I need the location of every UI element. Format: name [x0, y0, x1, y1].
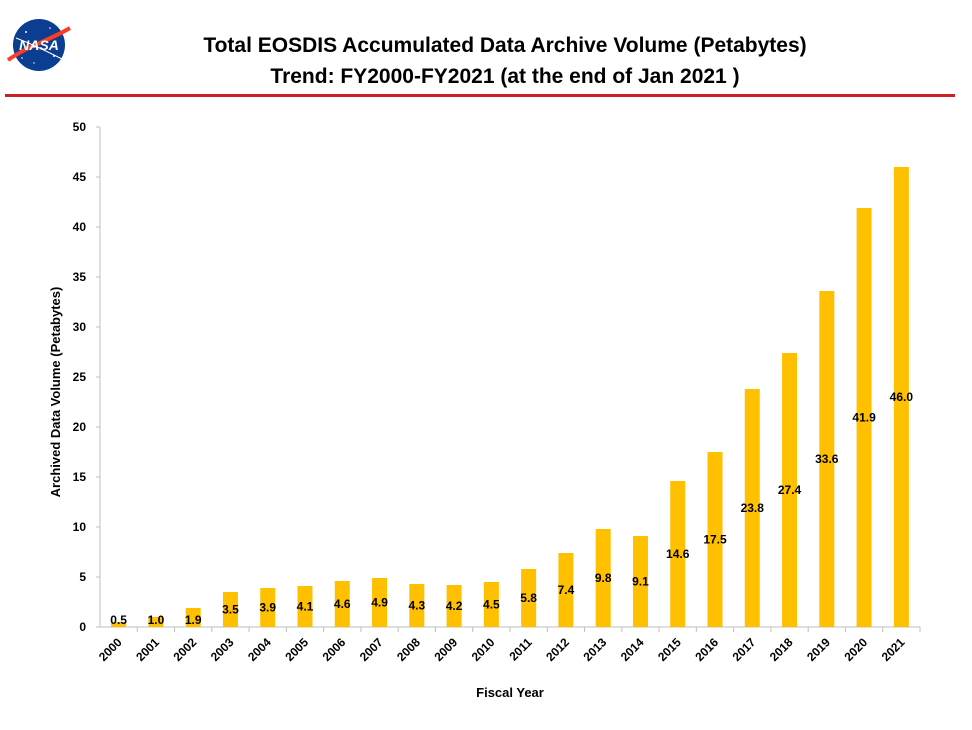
bar — [185, 608, 201, 627]
x-tick-label: 2015 — [655, 635, 684, 664]
x-tick-label: 2005 — [282, 635, 311, 664]
x-tick-label: 2004 — [245, 635, 274, 664]
bar — [893, 167, 909, 627]
logo-text: NASA — [19, 37, 59, 53]
x-tick-label: 2020 — [841, 635, 870, 664]
bar — [595, 529, 611, 627]
y-tick-label: 20 — [73, 420, 87, 434]
data-label: 4.3 — [408, 599, 425, 613]
y-tick-label: 35 — [73, 270, 87, 284]
x-tick-label: 2009 — [431, 635, 460, 664]
data-label: 9.1 — [632, 575, 649, 589]
y-tick-label: 25 — [73, 370, 87, 384]
bar — [670, 481, 686, 627]
y-tick-label: 5 — [79, 570, 86, 584]
bar — [111, 622, 127, 627]
data-label: 4.1 — [297, 600, 314, 614]
data-label: 4.5 — [483, 598, 500, 612]
bar — [372, 578, 388, 627]
bar — [222, 592, 238, 627]
nasa-logo: NASA — [6, 16, 72, 74]
x-tick-label: 2018 — [767, 635, 796, 664]
bar — [819, 291, 835, 627]
x-tick-label: 2006 — [320, 635, 349, 664]
chart-title: Total EOSDIS Accumulated Data Archive Vo… — [80, 30, 930, 92]
data-label: 4.6 — [334, 597, 351, 611]
y-tick-label: 15 — [73, 470, 87, 484]
bar — [521, 569, 537, 627]
data-label: 0.5 — [110, 613, 127, 627]
x-tick-label: 2002 — [171, 635, 200, 664]
bar — [558, 553, 574, 627]
bar — [409, 584, 425, 627]
title-line-1: Total EOSDIS Accumulated Data Archive Vo… — [203, 34, 807, 57]
x-tick-label: 2003 — [208, 635, 237, 664]
data-label: 27.4 — [778, 483, 802, 497]
y-tick-label: 45 — [73, 170, 87, 184]
data-label: 41.9 — [852, 411, 876, 425]
y-axis-title: Archived Data Volume (Petabytes) — [48, 287, 63, 498]
y-tick-label: 30 — [73, 320, 87, 334]
x-tick-label: 2016 — [692, 635, 721, 664]
x-tick-label: 2008 — [394, 635, 423, 664]
nasa-meatball-icon: NASA — [6, 19, 72, 71]
bar — [148, 617, 164, 627]
x-tick-label: 2010 — [469, 635, 498, 664]
title-line-2: Trend: FY2000-FY2021 (at the end of Jan … — [270, 65, 740, 88]
x-tick-label: 2001 — [133, 635, 162, 664]
title-divider — [5, 94, 955, 97]
y-tick-label: 0 — [79, 620, 86, 634]
x-tick-label: 2013 — [581, 635, 610, 664]
bar — [856, 208, 872, 627]
x-tick-label: 2014 — [618, 635, 647, 664]
data-label: 3.5 — [222, 603, 239, 617]
data-label: 14.6 — [666, 547, 690, 561]
bar — [782, 353, 798, 627]
data-label: 7.4 — [558, 583, 575, 597]
bar — [446, 585, 462, 627]
y-tick-label: 50 — [73, 120, 87, 134]
x-tick-label: 2021 — [879, 635, 908, 664]
x-tick-label: 2017 — [730, 635, 759, 664]
x-axis-title: Fiscal Year — [476, 685, 544, 700]
x-tick-label: 2019 — [804, 635, 833, 664]
bar — [707, 452, 723, 627]
bar — [297, 586, 313, 627]
y-tick-label: 10 — [73, 520, 87, 534]
data-label: 46.0 — [890, 390, 914, 404]
data-label: 17.5 — [703, 533, 727, 547]
bar — [334, 581, 350, 627]
data-label: 4.2 — [446, 599, 463, 613]
bar — [632, 536, 648, 627]
bar — [744, 389, 760, 627]
x-tick-label: 2011 — [506, 635, 535, 664]
data-label: 5.8 — [520, 591, 537, 605]
data-label: 1.0 — [148, 613, 165, 627]
x-tick-label: 2000 — [96, 635, 125, 664]
data-label: 3.9 — [259, 601, 276, 615]
data-label: 33.6 — [815, 452, 839, 466]
data-label: 9.8 — [595, 571, 612, 585]
x-tick-label: 2007 — [357, 635, 386, 664]
data-label: 4.9 — [371, 596, 388, 610]
bar — [260, 588, 276, 627]
bar — [483, 582, 499, 627]
data-label: 1.9 — [185, 613, 202, 627]
y-tick-label: 40 — [73, 220, 87, 234]
x-tick-label: 2012 — [543, 635, 572, 664]
data-label: 23.8 — [741, 501, 765, 515]
